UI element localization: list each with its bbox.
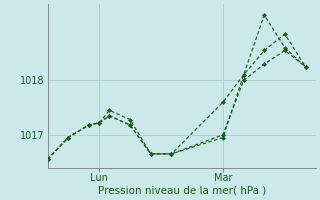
X-axis label: Pression niveau de la mer( hPa ): Pression niveau de la mer( hPa ) (98, 186, 266, 196)
